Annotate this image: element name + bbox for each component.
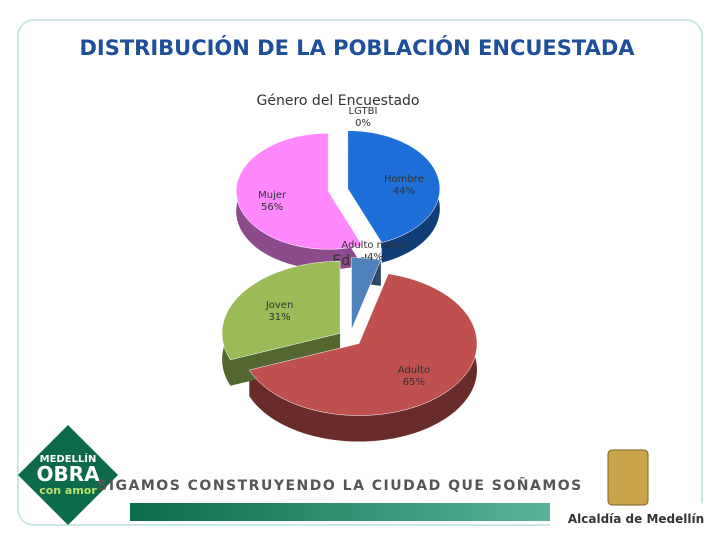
- slice: [248, 273, 478, 416]
- logo-main: OBRA: [36, 462, 100, 486]
- slice-label: Adulto: [398, 365, 430, 376]
- slice-label: Joven: [265, 300, 293, 311]
- city-crest: [607, 449, 649, 506]
- city-name: Alcaldía de Medellín: [568, 512, 704, 526]
- chart-title: Género del Encuestado: [257, 93, 420, 109]
- slice: [351, 257, 382, 330]
- slice-value: 0%: [355, 118, 371, 129]
- slice-label: LGTBI: [349, 106, 378, 117]
- logo-top: MEDELLÍN: [40, 452, 97, 465]
- slice-value: 65%: [403, 377, 425, 388]
- slice-value: 31%: [268, 312, 290, 323]
- slogan: SIGAMOS CONSTRUYENDO LA CIUDAD QUE SOÑAM…: [97, 477, 583, 494]
- slice: [347, 130, 441, 243]
- slice-label: Mujer: [258, 190, 287, 201]
- footer-bar: [130, 503, 550, 521]
- footer-bg: [550, 503, 720, 540]
- logo-bottom: con amor: [39, 484, 97, 497]
- slice-label: Adulto mayor: [341, 240, 409, 251]
- slice-value: 56%: [261, 202, 283, 213]
- slice-value: 4%: [367, 252, 383, 263]
- slice-label: Hombre: [384, 174, 424, 185]
- slide-title: DISTRIBUCIÓN DE LA POBLACIÓN ENCUESTADA: [79, 35, 635, 60]
- logo-diamond: [18, 425, 118, 525]
- slice-value: 44%: [393, 186, 415, 197]
- slice: [221, 261, 341, 361]
- slice: [235, 133, 363, 250]
